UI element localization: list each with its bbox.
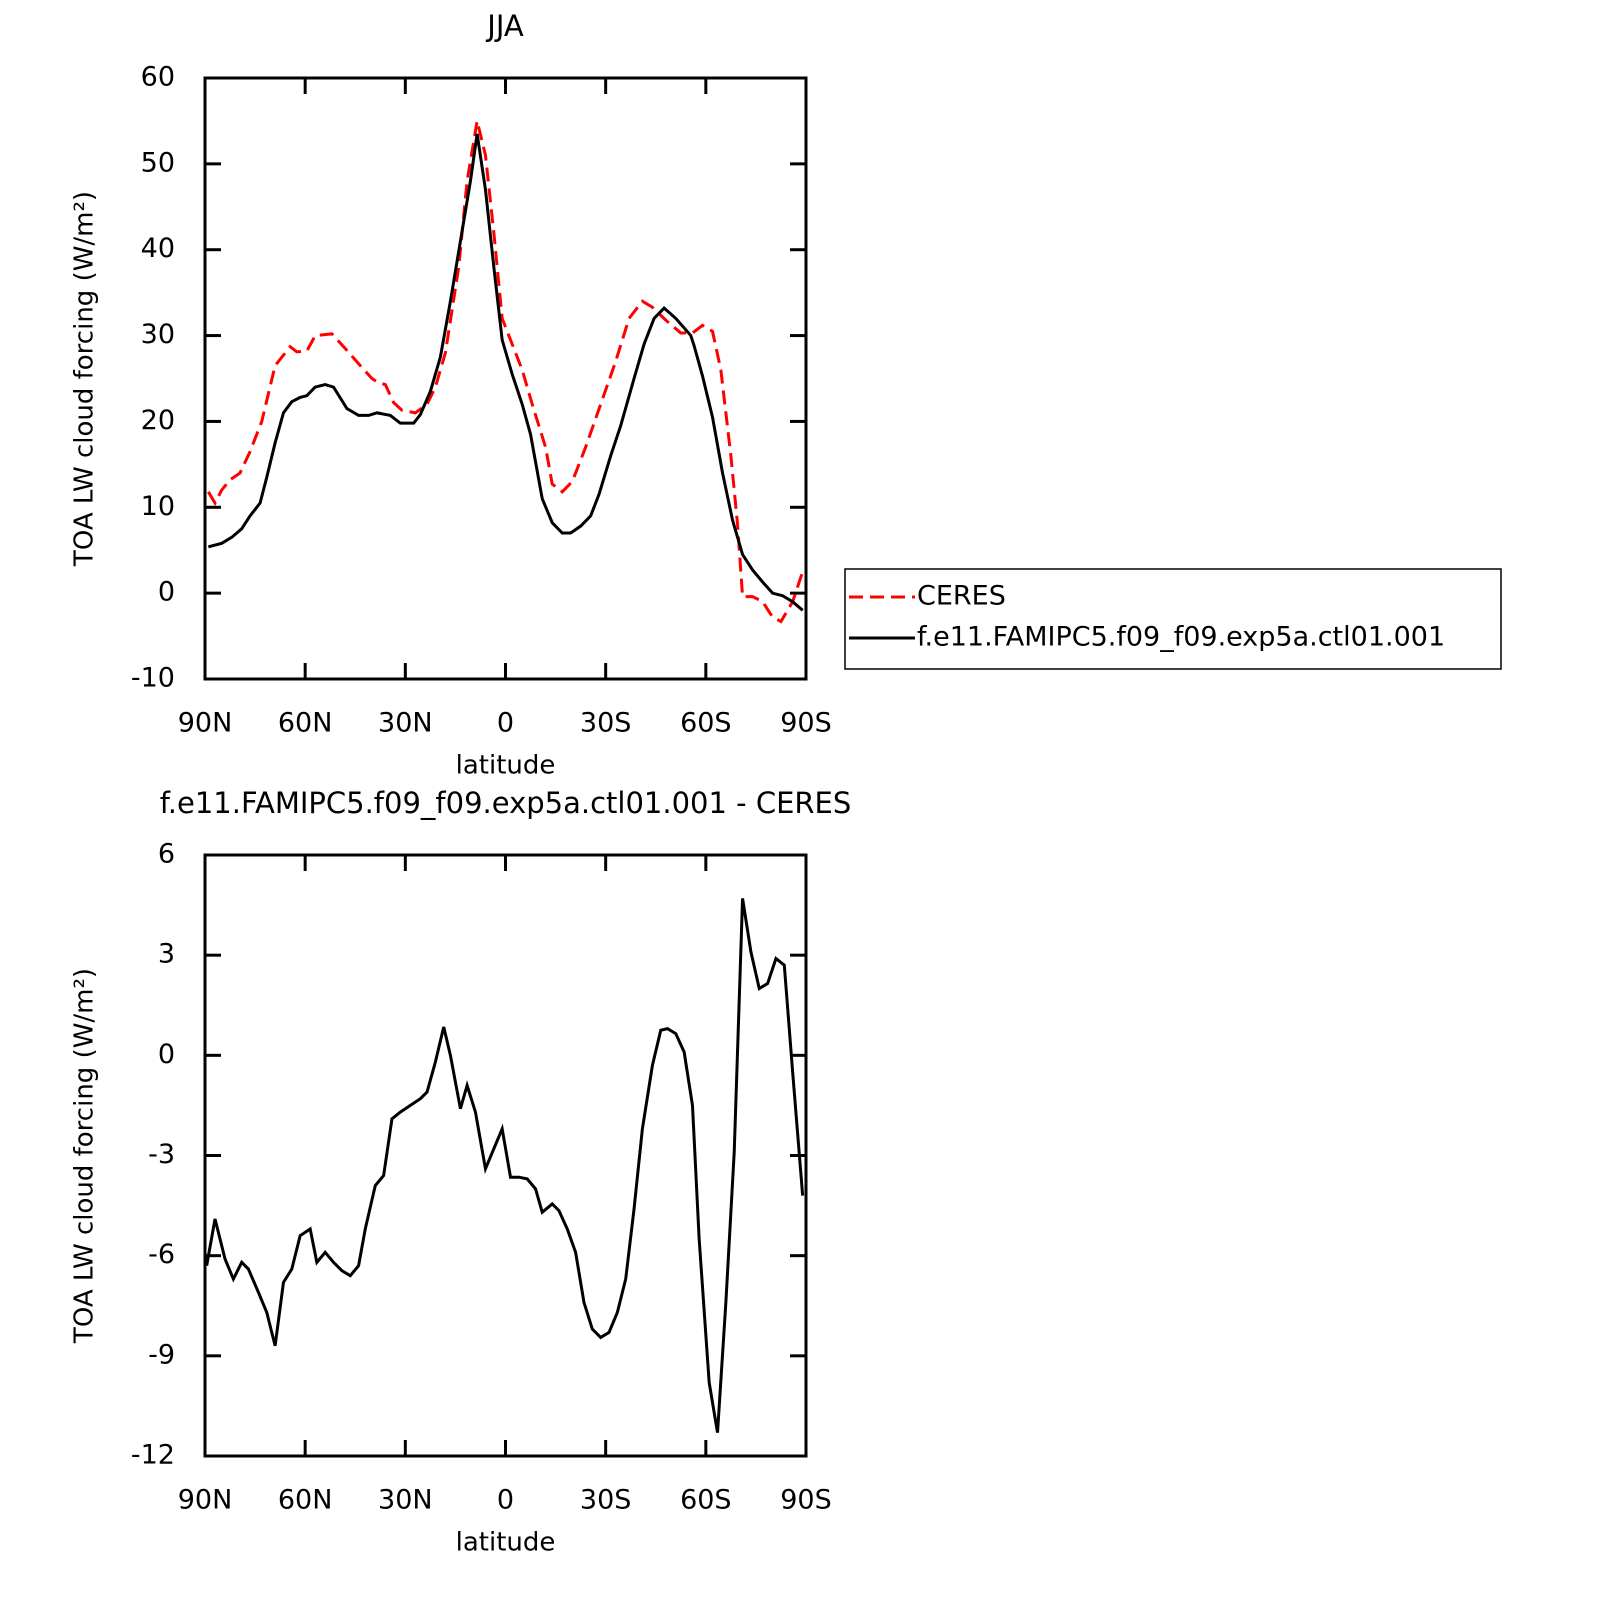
y-tick-label: -6 [148,1239,175,1270]
y-tick-label: -12 [131,1440,175,1471]
x-tick-label: 60S [680,1485,732,1516]
x-tick-label: 90N [178,1485,233,1516]
y-tick-label: 0 [158,577,175,608]
x-tick-label: 60N [278,708,333,739]
x-axis-label: latitude [456,1528,556,1558]
y-axis-label: TOA LW cloud forcing (W/m²) [70,191,100,567]
y-tick-label: -9 [148,1339,175,1370]
x-tick-label: 90N [178,708,233,739]
y-axis-label: TOA LW cloud forcing (W/m²) [70,968,100,1344]
chart-title: f.e11.FAMIPC5.f09_f09.exp5a.ctl01.001 - … [160,786,852,820]
legend-box [844,568,1502,670]
x-tick-label: 90S [780,1485,832,1516]
y-tick-label: 0 [158,1039,175,1070]
plot-frame [203,76,808,681]
y-tick-label: 60 [141,62,175,93]
legend-label: f.e11.FAMIPC5.f09_f09.exp5a.ctl01.001 [917,622,1445,653]
y-tick-label: 20 [141,405,175,436]
x-tick-label: 30S [580,708,632,739]
y-tick-label: 50 [141,147,175,178]
y-tick-label: 3 [158,939,175,970]
y-tick-label: 30 [141,319,175,350]
data-line [207,133,804,612]
x-tick-label: 60S [680,708,732,739]
x-tick-label: 30N [378,1485,433,1516]
y-tick-label: 10 [141,491,175,522]
chart-title: JJA [485,9,524,43]
data-line [207,120,805,624]
x-tick-label: 30N [378,708,433,739]
x-tick-label: 0 [497,708,514,739]
x-axis-label: latitude [456,751,556,781]
x-tick-label: 30S [580,1485,632,1516]
x-tick-label: 0 [497,1485,514,1516]
y-tick-label: -10 [131,663,175,694]
y-tick-label: 6 [158,839,175,870]
y-tick-label: 40 [141,233,175,264]
legend-label: CERES [917,581,1006,612]
y-tick-label: -3 [148,1139,175,1170]
x-tick-label: 90S [780,708,832,739]
x-tick-label: 60N [278,1485,333,1516]
data-line [205,898,805,1433]
